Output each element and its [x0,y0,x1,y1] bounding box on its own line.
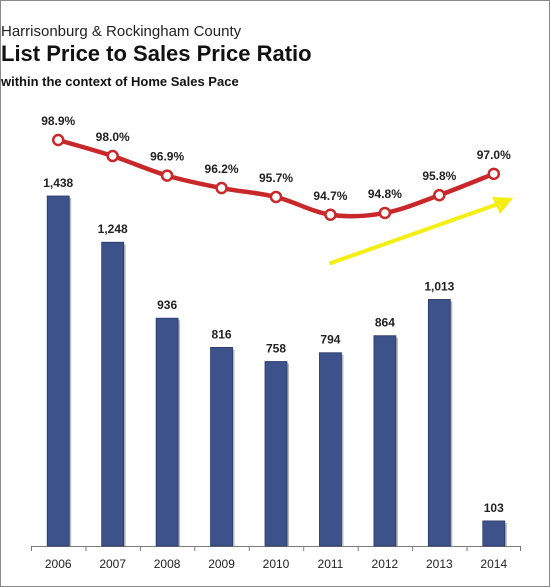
ratio-value-label: 94.8% [368,187,402,201]
ratio-value-label: 98.0% [96,130,130,144]
trend-arrow-head [492,197,513,214]
bar-value-label: 816 [212,327,232,341]
ratio-point-2007 [106,149,119,163]
ratio-point-2011 [324,208,337,222]
x-tick-label: 2012 [372,557,399,571]
ratio-value-label: 98.9% [41,114,75,128]
ratio-value-label: 94.7% [313,189,347,203]
bar-value-label: 103 [484,501,504,515]
bar-2012 [373,335,397,547]
ratio-point-2013 [433,188,446,202]
chart-subtitle: within the context of Home Sales Pace [1,74,239,89]
bar-2014 [482,520,506,547]
bar-2008 [155,317,179,547]
ratio-point-2010 [269,190,283,204]
ratio-point-2006 [51,133,65,147]
ratio-point-2008 [160,169,174,182]
ratio-value-label: 95.7% [259,171,293,185]
x-tick-label: 2013 [426,557,453,571]
ratio-value-label: 95.8% [422,169,456,183]
bar-2006 [46,195,70,547]
bar-2009 [210,346,233,547]
bar-value-label: 758 [266,342,286,356]
bar-value-label: 936 [157,298,177,312]
bar-value-label: 1,438 [43,176,73,190]
ratio-point-2014 [487,167,501,181]
x-tick-label: 2009 [208,557,235,571]
x-tick-label: 2011 [318,557,344,571]
bar-2007 [101,241,125,547]
ratio-point-2009 [215,181,228,195]
x-tick-label: 2006 [45,557,72,571]
x-tick-label: 2007 [99,557,126,571]
bar-2011 [319,352,342,547]
ratio-value-label: 97.0% [477,148,511,162]
ratio-value-label: 96.9% [150,150,184,164]
bar-2013 [427,299,451,547]
bar-value-label: 1,013 [424,279,454,293]
ratio-point-2012 [378,206,392,220]
x-tick-label: 2014 [480,557,507,571]
x-tick-label: 2008 [154,557,181,571]
bar-2010 [264,361,288,547]
x-tick-label: 2010 [263,557,290,571]
bar-value-label: 794 [320,333,340,347]
trend-arrow [329,202,500,265]
chart-title: List Price to Sales Price Ratio [1,41,312,66]
bar-value-label: 1,248 [98,222,128,236]
chart-supertitle: Harrisonburg & Rockingham County [1,23,242,40]
bar-value-label: 864 [375,316,395,330]
ratio-value-label: 96.2% [205,162,239,176]
